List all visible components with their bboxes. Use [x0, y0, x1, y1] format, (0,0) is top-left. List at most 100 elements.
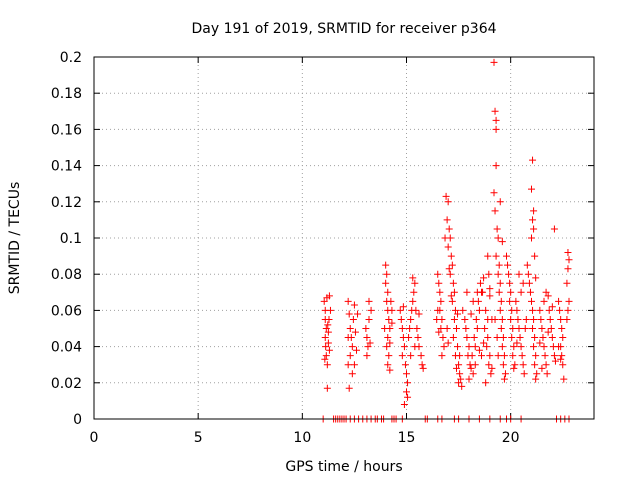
- data-point: [414, 334, 422, 342]
- data-point: [388, 319, 396, 327]
- data-point: [539, 334, 547, 342]
- data-point: [472, 315, 480, 323]
- data-point: [348, 343, 356, 351]
- data-point: [506, 279, 514, 287]
- data-point: [558, 352, 566, 360]
- data-point: [412, 306, 420, 314]
- data-point: [531, 361, 539, 369]
- data-point: [403, 388, 410, 396]
- data-point: [504, 261, 512, 269]
- y-tick-label: 0.04: [51, 340, 82, 356]
- data-point: [362, 325, 370, 332]
- data-point: [559, 334, 567, 342]
- data-point: [531, 334, 539, 342]
- data-point: [528, 297, 535, 305]
- data-point: [542, 361, 550, 369]
- data-point: [400, 343, 408, 351]
- data-point: [507, 288, 515, 296]
- data-point: [444, 198, 452, 206]
- data-point: [499, 361, 507, 369]
- data-point: [564, 265, 572, 273]
- data-point: [518, 352, 526, 360]
- data-point: [498, 343, 506, 351]
- data-point: [503, 252, 510, 260]
- y-axis-label: SRMTID / TECUs: [7, 182, 23, 295]
- data-point: [461, 315, 469, 323]
- data-point: [555, 297, 563, 305]
- data-point: [496, 279, 504, 287]
- data-point: [450, 315, 458, 323]
- data-point: [559, 361, 567, 369]
- data-point: [344, 334, 352, 342]
- data-point: [533, 370, 541, 378]
- data-point: [557, 315, 565, 323]
- data-point: [403, 370, 410, 378]
- data-point: [363, 334, 371, 342]
- data-point: [551, 357, 559, 365]
- data-point: [454, 310, 462, 318]
- data-point: [397, 315, 405, 323]
- data-point: [351, 328, 359, 336]
- data-point: [557, 355, 565, 363]
- data-point: [495, 261, 503, 269]
- data-point: [524, 270, 532, 278]
- data-point: [326, 306, 334, 314]
- data-point: [384, 334, 392, 342]
- data-point: [384, 361, 392, 369]
- data-point: [449, 334, 457, 342]
- data-point: [387, 297, 395, 305]
- data-point: [521, 325, 529, 332]
- data-point: [537, 315, 545, 323]
- data-point: [435, 328, 443, 336]
- data-point: [383, 343, 391, 351]
- data-point: [519, 361, 527, 369]
- data-point: [363, 352, 371, 360]
- data-point: [538, 325, 546, 332]
- data-point: [509, 325, 517, 332]
- data-point: [465, 375, 473, 383]
- data-point: [530, 225, 538, 233]
- data-point: [515, 325, 523, 332]
- data-point: [482, 306, 490, 314]
- data-point: [437, 325, 445, 332]
- data-point: [443, 325, 451, 332]
- data-point: [532, 375, 540, 383]
- data-point: [529, 325, 537, 332]
- data-point: [419, 364, 427, 372]
- data-point: [407, 352, 415, 360]
- y-tick-labels: 0 0.02 0.04 0.06 0.08 0.1 0.12 0.14 0.16 0.18 0.2: [51, 50, 82, 428]
- data-point: [484, 252, 492, 260]
- data-point: [564, 248, 572, 256]
- data-point: [544, 292, 552, 300]
- data-point: [510, 343, 518, 351]
- data-point: [440, 343, 448, 351]
- data-point: [458, 382, 466, 390]
- data-point: [445, 225, 453, 233]
- data-point: [565, 297, 573, 305]
- data-point: [493, 334, 501, 342]
- data-point: [485, 270, 493, 278]
- data-point: [320, 297, 328, 305]
- data-point: [449, 279, 457, 287]
- data-point: [434, 306, 442, 314]
- data-point: [446, 270, 454, 278]
- data-point: [325, 346, 333, 354]
- data-point: [536, 306, 544, 314]
- data-point: [509, 352, 517, 360]
- data-point: [467, 364, 475, 372]
- data-point: [323, 384, 331, 392]
- data-point: [398, 325, 406, 332]
- data-point: [548, 334, 556, 342]
- data-point: [367, 306, 375, 314]
- data-point: [542, 288, 550, 296]
- data-point: [517, 343, 525, 351]
- data-point: [528, 234, 535, 242]
- data-point: [484, 334, 492, 342]
- data-point: [500, 375, 508, 383]
- data-point: [409, 274, 417, 282]
- data-point: [486, 285, 494, 293]
- data-point: [409, 297, 417, 305]
- data-point: [462, 325, 470, 332]
- data-point: [471, 343, 479, 351]
